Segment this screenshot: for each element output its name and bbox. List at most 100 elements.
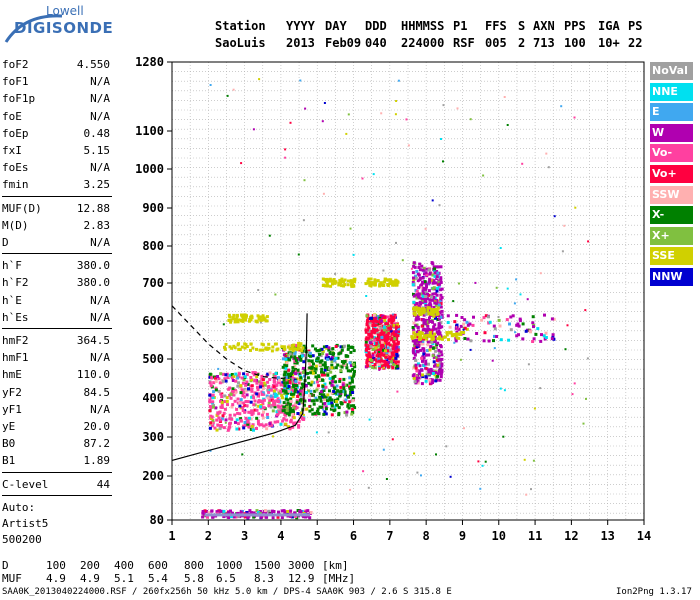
echo-point xyxy=(421,289,425,293)
echo-point xyxy=(323,373,327,377)
echo-point xyxy=(201,510,205,513)
echo-point xyxy=(285,411,289,415)
legend-item-w: W xyxy=(650,123,693,142)
echo-point xyxy=(338,394,342,398)
echo-point xyxy=(218,418,222,422)
echo-point xyxy=(259,385,263,389)
echo-point xyxy=(392,345,396,348)
echo-point xyxy=(376,348,380,352)
echo-point xyxy=(270,349,274,353)
param-name: foE xyxy=(2,109,22,123)
echo-point xyxy=(419,348,422,352)
echo-point xyxy=(273,420,277,424)
echo-point xyxy=(256,394,260,398)
echo-point xyxy=(261,348,265,352)
echo-point xyxy=(288,347,292,351)
echo-point xyxy=(453,320,457,324)
echo-point xyxy=(481,464,484,467)
echo-point xyxy=(420,324,424,328)
echo-point xyxy=(420,382,424,386)
echo-point xyxy=(415,269,419,273)
echo-point xyxy=(231,387,235,391)
echo-point xyxy=(216,375,219,378)
echo-point xyxy=(351,367,355,371)
echo-point xyxy=(227,313,231,317)
echo-point xyxy=(332,386,336,390)
echo-point xyxy=(341,383,345,387)
echo-point xyxy=(424,227,427,230)
echo-point xyxy=(421,373,425,377)
echo-point xyxy=(240,162,243,165)
echo-point xyxy=(466,323,470,327)
echo-point xyxy=(333,405,337,409)
echo-point xyxy=(330,398,334,402)
echo-point xyxy=(228,413,232,417)
echo-point xyxy=(201,515,205,519)
echo-point xyxy=(249,348,252,352)
echo-point xyxy=(302,387,306,391)
echo-point xyxy=(446,314,450,318)
echo-point xyxy=(378,348,382,352)
echo-point xyxy=(223,400,226,404)
echo-point xyxy=(389,329,393,333)
echo-point xyxy=(221,372,225,376)
echo-point xyxy=(296,412,300,415)
echo-point xyxy=(290,372,293,376)
echo-point xyxy=(231,316,235,320)
echo-point xyxy=(457,336,461,340)
echo-point xyxy=(293,357,297,361)
echo-point xyxy=(304,515,308,519)
echo-point xyxy=(561,250,564,253)
echo-point xyxy=(338,279,342,283)
echo-point xyxy=(229,421,232,425)
echo-point xyxy=(226,403,229,407)
echo-point xyxy=(441,337,444,341)
echo-point xyxy=(519,293,522,296)
echo-point xyxy=(280,345,284,349)
echo-point xyxy=(531,321,535,325)
echo-point xyxy=(232,88,235,91)
echo-point xyxy=(366,318,370,322)
echo-point xyxy=(389,278,393,282)
y-tick-label: 80 xyxy=(150,513,164,527)
distance-value: 3000 xyxy=(288,559,315,572)
echo-point xyxy=(370,359,374,362)
echo-point xyxy=(469,118,472,121)
echo-point xyxy=(323,366,327,369)
echo-point xyxy=(384,339,388,343)
echo-point xyxy=(235,418,239,422)
echo-point xyxy=(458,332,462,336)
echo-point xyxy=(521,162,524,165)
echo-point xyxy=(410,267,413,270)
echo-point xyxy=(322,192,325,195)
echo-point xyxy=(321,395,324,399)
header-value-4: 224000 xyxy=(401,36,445,50)
echo-point xyxy=(336,389,340,393)
echo-point xyxy=(352,374,356,378)
echo-point xyxy=(365,361,369,365)
param-name: foF2 xyxy=(2,58,29,71)
echo-point xyxy=(330,366,334,370)
echo-point xyxy=(232,374,236,378)
echo-point xyxy=(293,390,297,394)
echo-point xyxy=(418,369,422,373)
distance-value: 1000 xyxy=(216,559,243,572)
echo-point xyxy=(230,515,233,518)
echo-point xyxy=(411,349,415,353)
echo-point xyxy=(287,425,290,429)
echo-point xyxy=(331,353,335,357)
echo-point xyxy=(348,400,352,404)
echo-point xyxy=(418,268,422,272)
x-tick-label: 13 xyxy=(600,529,614,543)
echo-point xyxy=(213,426,217,430)
echo-point xyxy=(417,306,420,310)
y-tick-label: 900 xyxy=(142,201,164,215)
echo-point xyxy=(365,295,368,297)
echo-point xyxy=(394,280,398,284)
echo-point xyxy=(330,404,334,408)
echo-point xyxy=(325,281,329,285)
echo-point xyxy=(434,303,438,307)
echo-point xyxy=(239,384,243,388)
echo-point xyxy=(339,345,343,349)
echo-point xyxy=(349,390,353,394)
